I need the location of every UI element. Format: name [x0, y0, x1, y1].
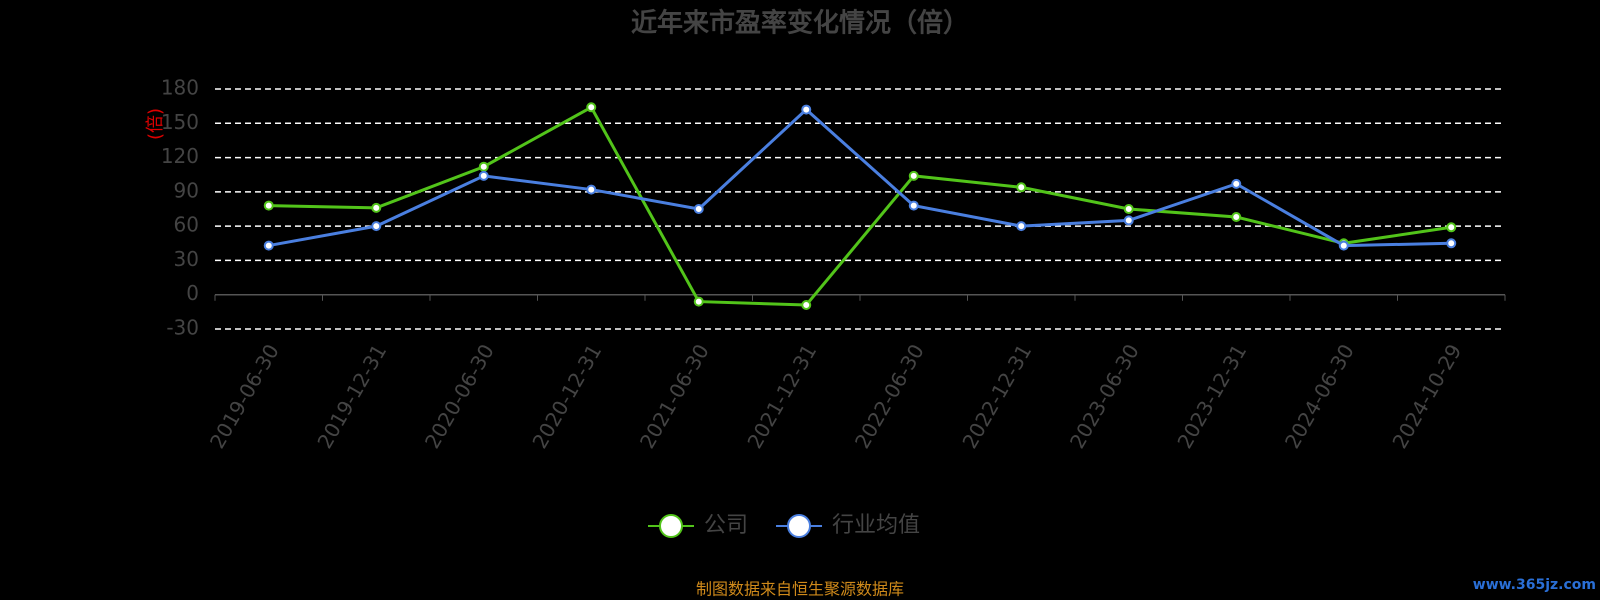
data-point	[1231, 178, 1242, 189]
legend-label: 公司	[704, 513, 748, 538]
series-line	[268, 105, 1452, 307]
data-point	[586, 102, 597, 113]
x-tick-label: 2022-06-30	[850, 340, 929, 453]
y-tick-label: 0	[186, 281, 199, 305]
data-point	[371, 202, 382, 213]
data-point	[908, 200, 919, 211]
data-point	[801, 300, 812, 310]
y-tick-label: 180	[161, 76, 199, 100]
x-tick-label: 2023-06-30	[1065, 340, 1144, 453]
data-point	[263, 200, 274, 211]
x-tick-label: 2021-06-30	[635, 340, 714, 453]
data-point	[586, 184, 597, 195]
x-tick-label: 2021-12-31	[742, 340, 821, 453]
data-point	[1016, 182, 1027, 193]
x-tick-label: 2019-06-30	[205, 340, 284, 453]
y-tick-label: 120	[161, 144, 199, 168]
data-point	[263, 240, 274, 251]
data-point	[478, 170, 489, 181]
data-point	[1123, 204, 1134, 214]
x-tick-label: 2020-06-30	[420, 340, 499, 453]
data-point	[801, 104, 812, 115]
data-point	[478, 161, 489, 172]
y-axis-label: (倍)	[145, 108, 166, 140]
data-point	[1016, 221, 1027, 232]
y-tick-label: 150	[161, 110, 199, 134]
y-tick-label: 30	[174, 247, 199, 271]
y-tick-label: -30	[166, 316, 199, 340]
data-point	[693, 296, 704, 307]
data-point	[1446, 222, 1457, 233]
x-tick-label: 2024-06-30	[1280, 340, 1359, 453]
y-tick-label: 60	[174, 213, 199, 237]
chart-title: 近年来市盈率变化情况（倍）	[631, 8, 969, 39]
data-point	[1446, 238, 1457, 249]
source-note: 制图数据来自恒生聚源数据库	[696, 580, 904, 599]
legend-marker	[659, 514, 683, 538]
data-point	[371, 221, 382, 232]
data-point	[1338, 240, 1349, 251]
data-point	[693, 204, 704, 214]
x-tick-label: 2023-12-31	[1172, 340, 1251, 453]
data-point	[908, 170, 919, 181]
series-line	[268, 107, 1452, 248]
x-tick-label: 2020-12-31	[527, 340, 606, 453]
legend-marker	[787, 514, 812, 538]
watermark: www.365jz.com	[1473, 577, 1596, 593]
data-point	[1231, 212, 1242, 222]
x-tick-label: 2019-12-31	[312, 340, 391, 453]
x-tick-label: 2022-12-31	[957, 340, 1036, 453]
y-tick-label: 90	[174, 178, 199, 202]
x-tick-label: 2024-10-29	[1387, 340, 1466, 453]
legend-label: 行业均值	[832, 513, 920, 538]
data-point	[1123, 215, 1134, 226]
